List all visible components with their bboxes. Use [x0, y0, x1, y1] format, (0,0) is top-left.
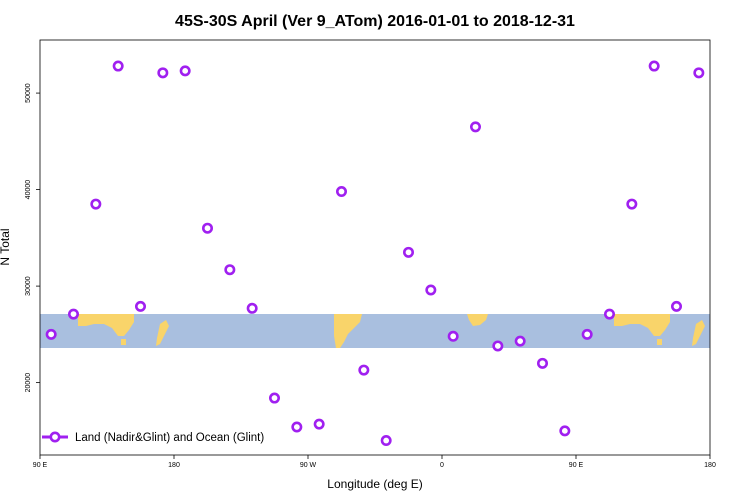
x-tick-label: 180 — [704, 462, 716, 469]
africa-land — [467, 314, 488, 326]
data-point — [492, 340, 504, 352]
data-point — [469, 121, 481, 133]
data-point — [670, 300, 682, 312]
y-tick-label: 40000 — [25, 180, 32, 200]
data-point — [68, 308, 80, 320]
legend: Land (Nadir&Glint) and Ocean (Glint) — [42, 431, 264, 444]
ocean-band — [40, 314, 710, 348]
data-point — [626, 198, 638, 210]
data-point — [559, 425, 571, 437]
tasmania-land-left — [121, 339, 126, 345]
x-tick-label: 90 W — [300, 462, 317, 469]
chart-title: 45S-30S April (Ver 9_ATom) 2016-01-01 to… — [175, 13, 575, 30]
data-points — [45, 60, 705, 447]
x-axis-label: Longitude (deg E) — [327, 477, 422, 491]
data-point — [358, 364, 370, 376]
data-point — [603, 308, 615, 320]
data-point — [179, 65, 191, 77]
south-america-land — [334, 314, 362, 348]
x-axis: 90 E 180 90 W 0 90 E 180 — [33, 455, 716, 469]
data-point — [90, 198, 102, 210]
data-point — [313, 418, 325, 430]
new-zealand-land-right — [692, 320, 705, 346]
australia-land-left — [78, 314, 134, 336]
new-zealand-land-left — [156, 320, 169, 346]
data-point — [693, 67, 705, 79]
plot-frame — [39, 39, 711, 456]
data-point — [291, 421, 303, 433]
legend-marker — [49, 431, 61, 443]
australia-land-right — [614, 314, 670, 336]
data-point — [112, 60, 124, 72]
y-tick-label: 20000 — [25, 373, 32, 393]
x-tick-label: 90 E — [569, 462, 584, 469]
y-tick-label: 50000 — [25, 83, 32, 103]
x-tick-label: 0 — [440, 462, 444, 469]
land-ocean-map-band — [40, 314, 710, 348]
data-point — [648, 60, 660, 72]
data-point — [45, 328, 57, 340]
y-axis-label: N Total — [0, 228, 12, 265]
y-axis: 20000 30000 40000 50000 — [25, 83, 40, 392]
data-point — [380, 435, 392, 447]
data-point — [536, 357, 548, 369]
data-point — [402, 246, 414, 258]
data-point — [581, 328, 593, 340]
data-point — [425, 284, 437, 296]
y-tick-label: 30000 — [25, 276, 32, 296]
data-point — [335, 186, 347, 198]
tasmania-land-right — [657, 339, 662, 345]
x-tick-label: 180 — [168, 462, 180, 469]
x-tick-label: 90 E — [33, 462, 48, 469]
data-point — [447, 330, 459, 342]
data-point — [514, 335, 526, 347]
data-point — [246, 302, 258, 314]
data-point — [157, 67, 169, 79]
data-point — [135, 300, 147, 312]
data-point — [268, 392, 280, 404]
data-point — [202, 222, 214, 234]
legend-label: Land (Nadir&Glint) and Ocean (Glint) — [75, 432, 264, 444]
data-point — [224, 264, 236, 276]
